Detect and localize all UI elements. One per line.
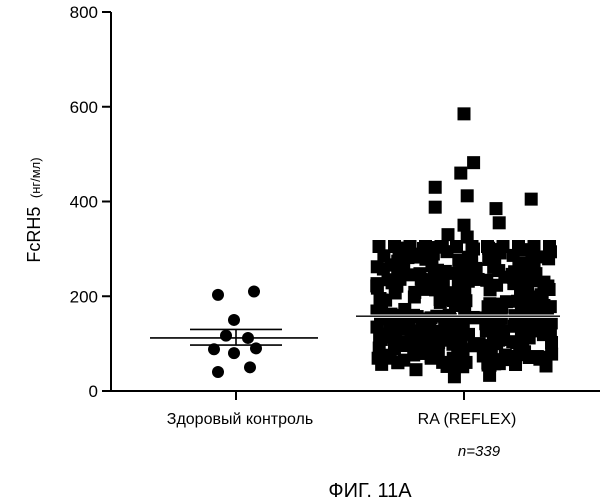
- data-point-square: [499, 349, 512, 362]
- data-point-square: [388, 240, 401, 253]
- data-point-circle: [212, 289, 224, 301]
- data-point-square: [393, 335, 406, 348]
- data-point-circle: [248, 286, 260, 298]
- y-tick-label: 200: [70, 287, 98, 306]
- data-point-square: [461, 189, 474, 202]
- data-point-square: [516, 337, 529, 350]
- data-point-square: [483, 369, 496, 382]
- data-point-square: [483, 297, 496, 310]
- data-point-square: [404, 240, 417, 253]
- data-point-square: [528, 274, 541, 287]
- y-axis: 0 200 400 600 800: [70, 3, 111, 401]
- y-axis-title: FcRH5 (нг/мл): [24, 157, 44, 262]
- data-point-square: [470, 311, 483, 324]
- data-point-square: [432, 348, 445, 361]
- data-point-square: [528, 240, 541, 253]
- data-point-square: [429, 201, 442, 214]
- data-point-square: [525, 193, 538, 206]
- data-point-square: [442, 228, 455, 241]
- data-point-square: [545, 348, 558, 361]
- ra-reflex-points: [370, 107, 558, 383]
- data-point-square: [421, 283, 434, 296]
- data-point-square: [370, 279, 383, 292]
- data-point-square: [463, 265, 476, 278]
- data-point-square: [460, 356, 473, 369]
- data-point-square: [448, 370, 461, 383]
- data-point-square: [409, 326, 422, 339]
- x-axis: Здоровый контроль RA (REFLEX) n=339: [111, 391, 600, 460]
- data-point-square: [373, 240, 386, 253]
- y-tick-label: 400: [70, 193, 98, 212]
- data-point-circle: [228, 347, 240, 359]
- data-point-square: [544, 300, 557, 313]
- data-point-square: [408, 286, 421, 299]
- data-point-square: [467, 156, 480, 169]
- data-point-square: [391, 356, 404, 369]
- data-point-square: [454, 167, 467, 180]
- y-ticks: 0 200 400 600 800: [70, 3, 111, 401]
- data-point-square: [422, 332, 435, 345]
- data-point-square: [481, 240, 494, 253]
- data-point-square: [430, 265, 443, 278]
- data-point-square: [497, 325, 510, 338]
- data-point-square: [458, 219, 471, 232]
- data-point-square: [542, 252, 555, 265]
- data-point-square: [541, 280, 554, 293]
- data-point-square: [390, 280, 403, 293]
- data-point-square: [490, 202, 503, 215]
- data-point-square: [497, 240, 510, 253]
- sample-size-annotation: n=339: [458, 443, 501, 460]
- y-tick-label: 0: [89, 382, 98, 401]
- data-point-square: [543, 240, 556, 253]
- data-point-square: [410, 363, 423, 376]
- category-label-healthy: Здоровый контроль: [167, 411, 313, 428]
- y-tick-label: 800: [70, 3, 98, 22]
- data-point-square: [507, 271, 520, 284]
- data-point-square: [381, 331, 394, 344]
- data-point-square: [434, 293, 447, 306]
- y-axis-title-main: FcRH5: [24, 207, 44, 263]
- data-point-square: [379, 352, 392, 365]
- data-point-square: [397, 260, 410, 273]
- y-tick-label: 600: [70, 98, 98, 117]
- data-point-square: [493, 216, 506, 229]
- data-point-square: [519, 324, 532, 337]
- healthy-control-mean-sem: [150, 329, 318, 345]
- data-point-square: [461, 231, 474, 244]
- data-point-square: [429, 181, 442, 194]
- data-point-square: [409, 342, 422, 355]
- data-point-square: [513, 348, 526, 361]
- data-point-circle: [244, 361, 256, 373]
- data-point-square: [527, 292, 540, 305]
- data-point-circle: [212, 366, 224, 378]
- data-point-square: [495, 312, 508, 325]
- data-point-square: [374, 307, 387, 320]
- healthy-control-points: [208, 286, 262, 379]
- data-point-square: [435, 240, 448, 253]
- data-point-square: [419, 240, 432, 253]
- data-point-square: [458, 107, 471, 120]
- data-point-square: [482, 253, 495, 266]
- data-point-square: [495, 300, 508, 313]
- data-point-circle: [220, 330, 232, 342]
- data-point-square: [371, 260, 384, 273]
- data-point-square: [531, 350, 544, 363]
- data-point-square: [398, 303, 411, 316]
- data-point-square: [456, 316, 469, 329]
- data-point-circle: [228, 314, 240, 326]
- figure-caption: ФИГ. 11А: [328, 480, 412, 500]
- y-axis-title-unit: (нг/мл): [28, 157, 43, 198]
- data-point-square: [512, 240, 525, 253]
- data-point-square: [415, 312, 428, 325]
- data-point-square: [457, 296, 470, 309]
- data-point-square: [538, 325, 551, 338]
- category-label-ra: RA (REFLEX): [418, 411, 517, 428]
- data-point-circle: [250, 342, 262, 354]
